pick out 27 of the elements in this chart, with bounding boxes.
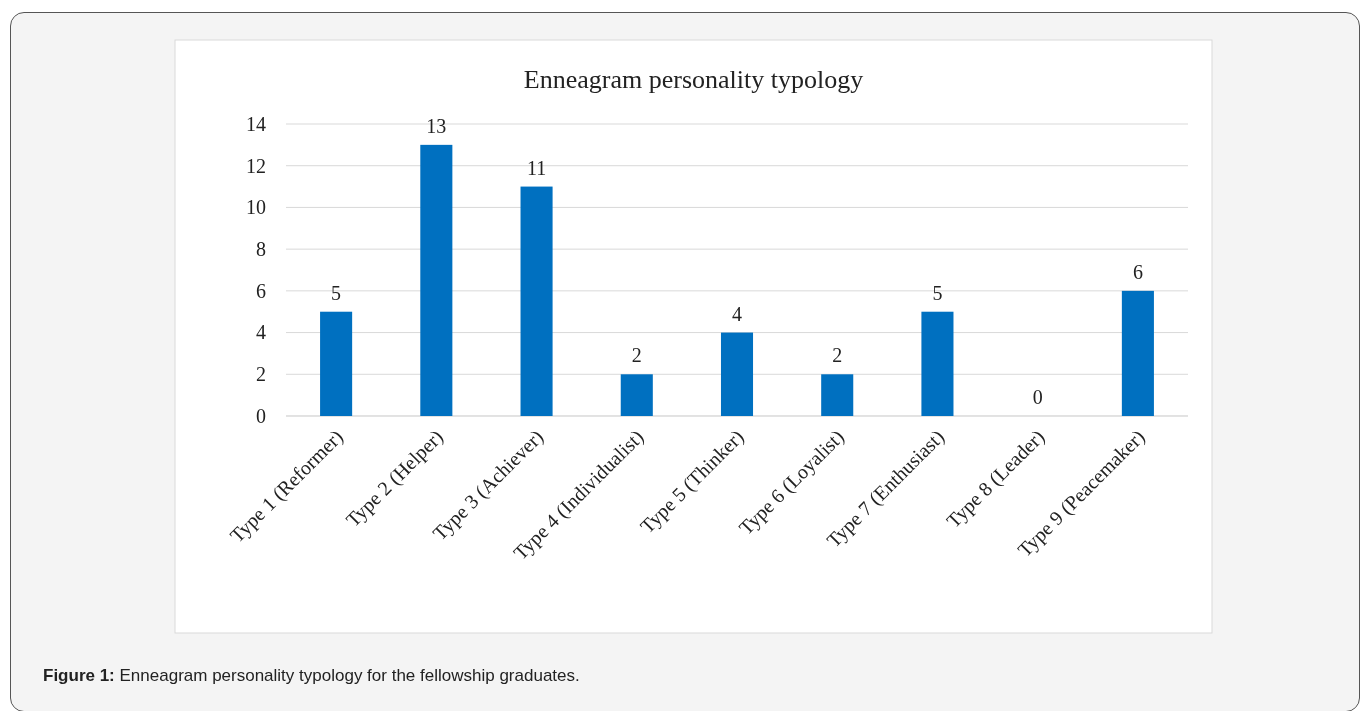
y-tick-label: 4	[256, 321, 266, 344]
data-label: 0	[1032, 386, 1043, 408]
bar	[720, 332, 754, 416]
data-label: 5	[932, 281, 943, 304]
y-tick-label: 6	[256, 279, 266, 302]
bar	[1121, 290, 1154, 416]
y-tick-label: 2	[256, 363, 266, 386]
data-label: 6	[1132, 260, 1143, 283]
data-label: 4	[732, 302, 742, 325]
chart-title: Enneagram personality typology	[523, 65, 864, 94]
bar	[620, 374, 653, 416]
data-label: 13	[426, 114, 447, 137]
y-tick-label: 10	[246, 196, 266, 219]
y-tick-label: 0	[256, 404, 266, 427]
y-tick-label: 8	[256, 238, 266, 261]
bar	[520, 186, 553, 416]
data-label: 11	[526, 156, 547, 179]
y-tick-label: 12	[246, 154, 266, 177]
y-tick-label: 14	[246, 112, 266, 135]
data-label: 2	[631, 344, 642, 367]
bar	[821, 374, 854, 416]
bar	[420, 144, 453, 416]
data-label: 2	[832, 344, 843, 367]
caption: Figure 1: Enneagram personality typology for the fellowship graduates.	[43, 666, 580, 685]
data-label: 5	[331, 281, 342, 304]
bar	[921, 311, 954, 416]
bar	[320, 311, 353, 416]
